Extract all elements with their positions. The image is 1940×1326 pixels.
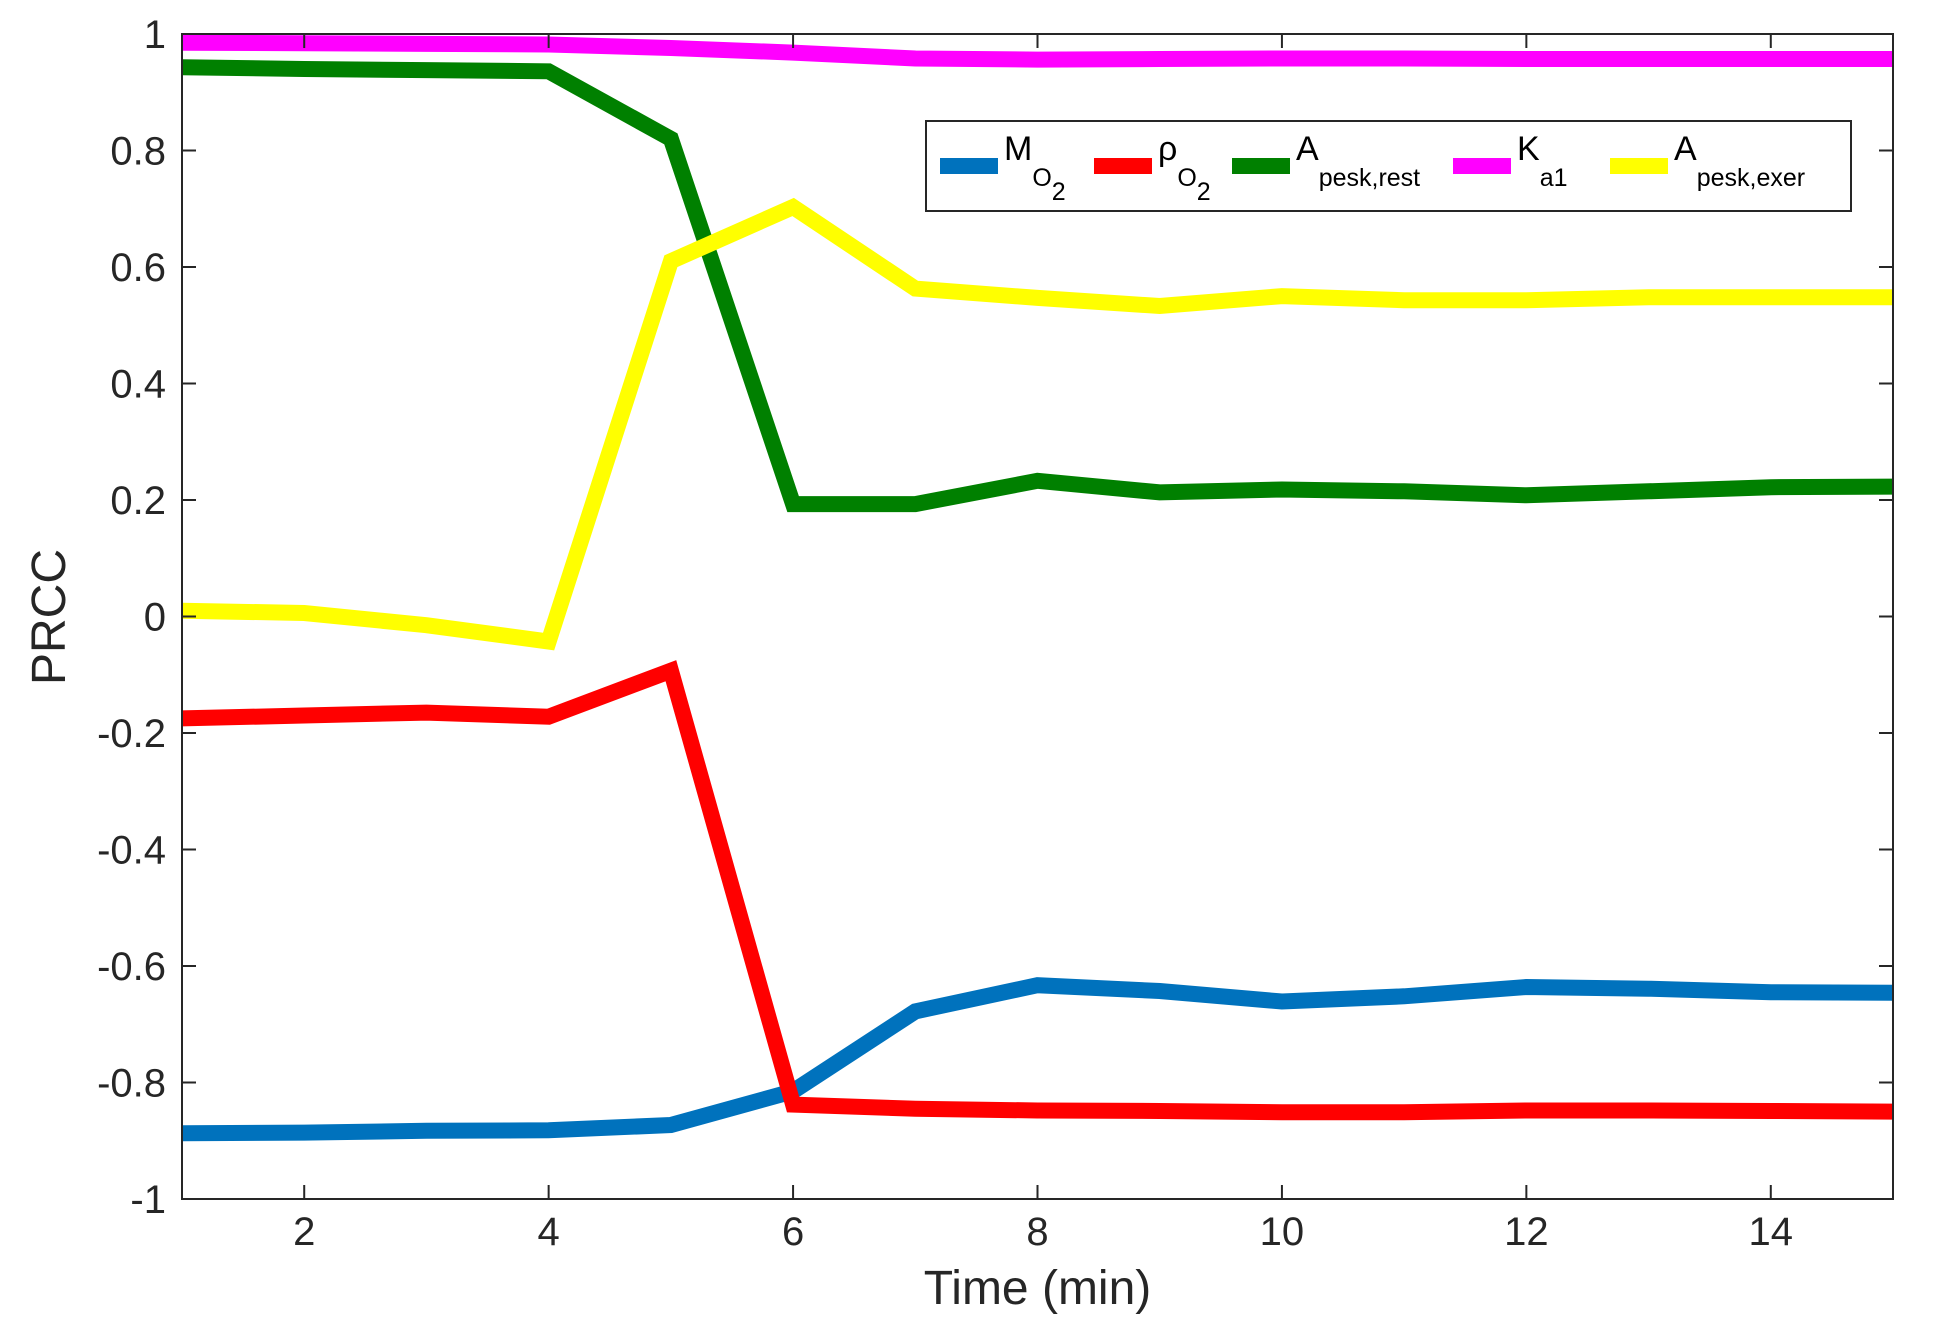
x-tick-label: 8 xyxy=(1026,1210,1048,1254)
legend-label-sub: O xyxy=(1177,164,1196,192)
y-tick-label: 0.2 xyxy=(110,479,166,523)
legend-label-rho_o2: ρO2 xyxy=(1158,130,1211,206)
legend-label-m_o2: MO2 xyxy=(1004,130,1066,206)
legend-label-a_pesk_exer: Apesk,exer xyxy=(1674,130,1805,192)
x-axis-title: Time (min) xyxy=(924,1262,1152,1315)
series-line-rho_o2 xyxy=(181,660,1894,1121)
x-tick-label: 10 xyxy=(1260,1210,1305,1254)
y-tick-label: -0.6 xyxy=(97,945,166,989)
y-tick-label: -0.8 xyxy=(97,1062,166,1106)
x-tick-label: 4 xyxy=(538,1210,560,1254)
y-tick-label: 0 xyxy=(144,596,166,640)
legend-label-sub: a1 xyxy=(1540,164,1568,192)
series-line-a_pesk_rest xyxy=(181,59,1894,513)
y-tick-label: 0.4 xyxy=(110,363,166,407)
y-tick-label: 0.8 xyxy=(110,130,166,174)
legend-box xyxy=(925,120,1852,212)
legend-label-sub: pesk,exer xyxy=(1697,164,1805,192)
legend-label-main: A xyxy=(1674,130,1697,168)
legend-label-subsub: 2 xyxy=(1197,178,1211,206)
series-line-k_a1 xyxy=(181,34,1893,68)
y-tick-label: -0.2 xyxy=(97,712,166,756)
y-tick-label: -1 xyxy=(130,1178,166,1222)
x-tick-label: 14 xyxy=(1749,1210,1794,1254)
series-layer xyxy=(181,34,1894,1142)
legend-label-main: ρ xyxy=(1158,130,1177,168)
legend-label-sub: O xyxy=(1032,164,1051,192)
legend-label-main: K xyxy=(1517,130,1540,168)
legend-label-main: M xyxy=(1004,130,1032,168)
y-tick-label: 0.6 xyxy=(110,246,166,290)
legend-label-sub: pesk,rest xyxy=(1319,164,1420,192)
x-tick-label: 12 xyxy=(1504,1210,1549,1254)
y-tick-label: 1 xyxy=(144,13,166,57)
x-tick-label: 6 xyxy=(782,1210,804,1254)
legend-label-a_pesk_rest: Apesk,rest xyxy=(1296,130,1420,192)
legend-label-k_a1: Ka1 xyxy=(1517,130,1568,192)
legend-label-subsub: 2 xyxy=(1052,178,1066,206)
y-tick-label: -0.4 xyxy=(97,829,166,873)
series-line-a_pesk_exer xyxy=(181,197,1893,651)
legend-label-main: A xyxy=(1296,130,1319,168)
x-tick-label: 2 xyxy=(293,1210,315,1254)
y-axis-title: PRCC xyxy=(23,549,76,685)
series-line-m_o2 xyxy=(181,977,1894,1142)
tick-layer: 2 4 6 8 10 12 14-1-0.8-0.6-0.4-0.200.20.40.60.… xyxy=(97,13,1893,1254)
